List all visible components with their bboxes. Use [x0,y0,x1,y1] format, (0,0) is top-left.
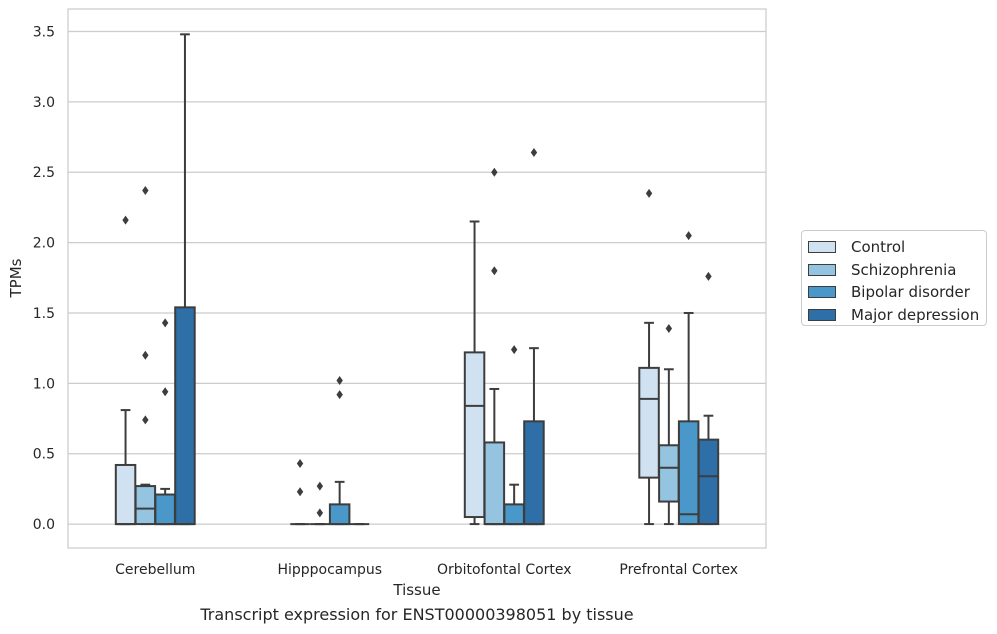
box-plots [114,33,720,526]
outlier-point [336,390,343,400]
box-iqr [174,306,196,526]
box-iqr [114,463,137,526]
box-iqr [638,366,660,479]
legend-swatch-bipolar-disorder [808,286,836,299]
y-tick-label: 1.5 [33,306,55,322]
outlier-point [142,350,149,360]
y-axis-label: TPMs [7,258,25,298]
box-group [483,167,506,526]
x-axis-label: Tissue [392,581,440,599]
y-tick-label: 2.0 [33,236,55,252]
legend-item-control: Control [808,236,986,259]
outlier-point [142,415,149,425]
legend-label-schizophrenia: Schizophrenia [851,260,957,279]
y-tick-label: 2.5 [33,165,55,181]
x-tick-label: Orbitofontal Cortex [437,562,572,578]
box-iqr [658,444,680,503]
box-group [174,33,196,526]
legend-item-major-depression: Major depression [808,304,986,327]
box-group [114,215,137,526]
outlier-point [665,323,673,333]
box-group [154,318,176,526]
box-iqr [483,441,506,526]
outlier-point [645,188,653,198]
box-iqr [134,485,157,526]
box-group [503,345,525,526]
outlier-point [705,271,712,281]
box-iqr [697,438,720,526]
figure-caption: Transcript expression for ENST0000039805… [200,605,634,624]
box-group [310,481,330,526]
outlier-point [491,266,498,276]
box-group [328,376,351,526]
legend: Control Schizophrenia Bipolar disorder M… [801,230,987,326]
outlier-point [122,215,129,225]
box-group [134,186,157,526]
box-group [658,323,680,526]
legend-swatch-schizophrenia [808,263,836,276]
legend-label-bipolar-disorder: Bipolar disorder [851,283,970,302]
box-group [290,459,310,526]
box-iqr [523,420,545,526]
box-group [463,220,486,526]
x-tick-labels: Cerebellum Hipppocampus Orbitofontal Corte… [115,562,738,578]
legend-label-control: Control [851,238,906,257]
legend-swatch-control [808,241,836,254]
outlier-point [336,376,343,386]
outlier-point [296,459,304,469]
outlier-point [296,487,304,497]
y-tick-label: 3.0 [33,95,55,111]
outlier-point [161,318,169,328]
x-tick-label: Prefrontal Cortex [619,562,738,578]
outlier-point [491,167,498,177]
box-group [697,271,720,526]
y-tick-label: 0.5 [33,447,55,463]
outlier-point [530,148,538,158]
y-tick-label: 3.5 [33,25,55,41]
box-iqr [677,420,700,526]
x-tick-label: Cerebellum [115,562,195,578]
outlier-point [142,186,149,196]
box-group [523,148,545,526]
legend-item-bipolar-disorder: Bipolar disorder [808,281,986,304]
legend-item-schizophrenia: Schizophrenia [808,259,986,282]
y-tick-labels: 0.0 0.5 1.0 1.5 2.0 2.5 3.0 3.5 [33,25,55,534]
outlier-point [316,481,324,491]
plot-area [67,8,767,549]
box-iqr [503,503,525,526]
y-tick-label: 0.0 [33,517,55,533]
legend-label-major-depression: Major depression [851,305,980,324]
x-tick-label: Hipppocampus [277,562,382,578]
outlier-point [316,508,324,518]
outlier-point [161,387,169,397]
y-tick-label: 1.0 [33,376,55,392]
outlier-point [510,345,518,355]
legend-swatch-major-depression [808,308,836,321]
box-group [638,188,660,526]
box-group [677,231,700,526]
outlier-point [685,231,692,241]
box-iqr [463,351,486,519]
box-iqr [154,493,176,526]
box-iqr [328,503,351,526]
